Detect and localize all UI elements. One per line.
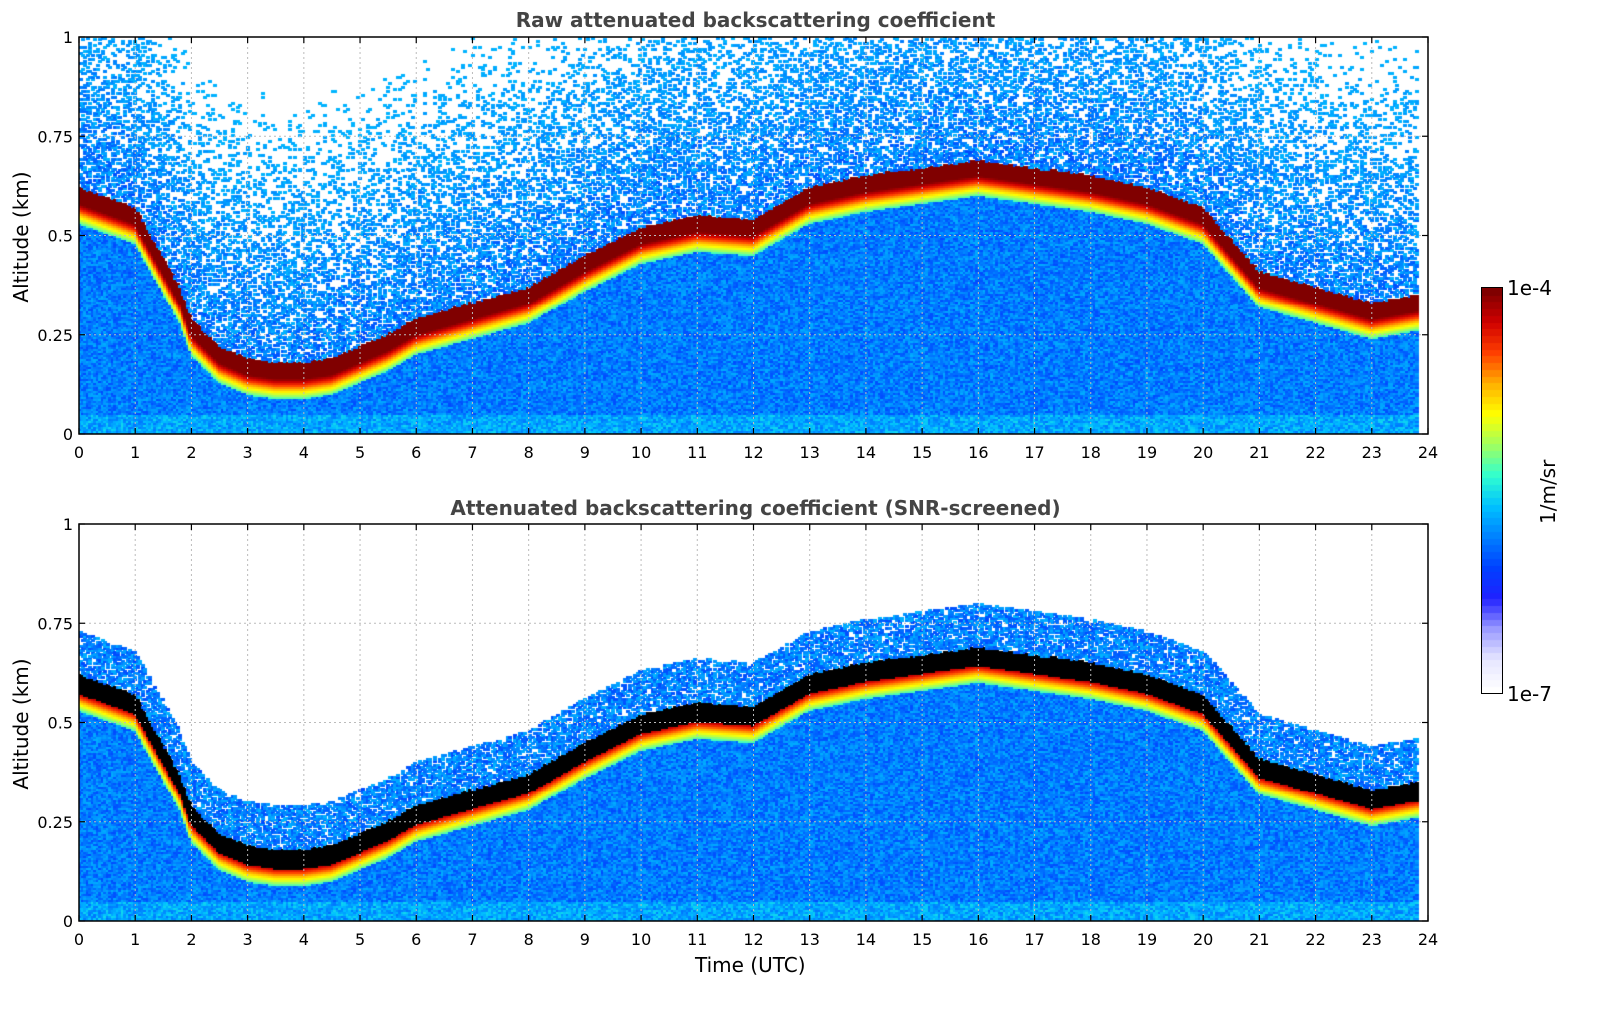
panel2-title: Attenuated backscattering coefficient (S… — [450, 496, 1061, 520]
panel2-x-tick-label: 24 — [1418, 930, 1438, 949]
panel1-x-tick-label: 0 — [74, 443, 84, 462]
panel2-x-tick-label: 16 — [968, 930, 988, 949]
panel1-y-tick-label: 0.75 — [37, 127, 73, 146]
panel2-x-tick-label: 8 — [524, 930, 534, 949]
panel1-x-tick-label: 2 — [186, 443, 196, 462]
panel2-x-tick-label: 4 — [299, 930, 309, 949]
panel2-x-tick-label: 5 — [355, 930, 365, 949]
panel2-x-tick-label: 20 — [1193, 930, 1213, 949]
panel2-x-tick-label: 7 — [467, 930, 477, 949]
panel1-x-tick-label: 19 — [1137, 443, 1157, 462]
panel2-x-tick-label: 18 — [1081, 930, 1101, 949]
panel1-x-tick-label: 1 — [130, 443, 140, 462]
x-axis-label: Time (UTC) — [695, 953, 806, 977]
panel1-x-tick-label: 11 — [687, 443, 707, 462]
colorbar-gradient — [1482, 288, 1502, 693]
panel1-y-tick-label: 0.5 — [48, 227, 73, 246]
panel2-y-tick-label: 0.5 — [48, 714, 73, 733]
panel2-x-tick-label: 17 — [1024, 930, 1044, 949]
panel1-x-tick-label: 4 — [299, 443, 309, 462]
panel1-x-tick-label: 18 — [1081, 443, 1101, 462]
panel2-x-tick-label: 13 — [800, 930, 820, 949]
panel2-x-tick-label: 9 — [580, 930, 590, 949]
panel2-x-tick-label: 6 — [411, 930, 421, 949]
panel1-title: Raw attenuated backscattering coefficien… — [515, 8, 996, 32]
panel1-x-tick-label: 17 — [1024, 443, 1044, 462]
panel1-x-tick-label: 15 — [912, 443, 932, 462]
panel1-heatmap: 0 1 2 3 4 5 6 7 8 9 10 11 12 13 14 15 16 17 18 19 20 21 22 23 24… — [37, 28, 1438, 462]
panel1-y-tick-label: 0 — [63, 425, 73, 444]
panel2-x-tick-label: 1 — [130, 930, 140, 949]
colorbar-min-label: 1e-7 — [1507, 682, 1552, 706]
colorbar — [1481, 287, 1503, 694]
panel1-x-tick-label: 8 — [524, 443, 534, 462]
colorbar-unit-label: 1/m/sr — [1536, 459, 1560, 524]
panel1-y-axis-label: Altitude (km) — [9, 171, 33, 303]
panel2-x-tick-label: 21 — [1249, 930, 1269, 949]
panel1-x-tick-label: 24 — [1418, 443, 1438, 462]
panel2-x-tick-label: 19 — [1137, 930, 1157, 949]
panel2-y-tick-label: 0.25 — [37, 813, 73, 832]
panel1-x-tick-label: 3 — [243, 443, 253, 462]
panel1-x-tick-label: 20 — [1193, 443, 1213, 462]
panel1-x-tick-label: 12 — [743, 443, 763, 462]
panel1-x-tick-label: 21 — [1249, 443, 1269, 462]
panel2-x-tick-label: 14 — [856, 930, 876, 949]
panel1-x-tick-label: 22 — [1305, 443, 1325, 462]
panel1-x-tick-label: 23 — [1362, 443, 1382, 462]
panel1-x-tick-label: 14 — [856, 443, 876, 462]
panel2-x-tick-label: 12 — [743, 930, 763, 949]
colorbar-max-label: 1e-4 — [1507, 276, 1552, 300]
panel2-x-tick-label: 15 — [912, 930, 932, 949]
panel1-x-tick-label: 6 — [411, 443, 421, 462]
panel2-y-tick-label: 0.75 — [37, 614, 73, 633]
panel1-x-tick-label: 16 — [968, 443, 988, 462]
panel2-x-tick-label: 3 — [243, 930, 253, 949]
panel1-x-tick-label: 13 — [800, 443, 820, 462]
panel2-x-tick-label: 22 — [1305, 930, 1325, 949]
panel2-x-tick-label: 10 — [631, 930, 651, 949]
panel2-y-tick-label: 0 — [63, 912, 73, 931]
panel1-x-tick-label: 10 — [631, 443, 651, 462]
panel2-x-tick-label: 0 — [74, 930, 84, 949]
panel2-x-tick-label: 23 — [1362, 930, 1382, 949]
panel1-y-tick-label: 0.25 — [37, 326, 73, 345]
panel1-x-tick-label: 9 — [580, 443, 590, 462]
panel2-y-tick-label: 1 — [63, 515, 73, 534]
panel2-x-tick-label: 11 — [687, 930, 707, 949]
panel1-y-tick-label: 1 — [63, 28, 73, 47]
panel1-x-tick-label: 7 — [467, 443, 477, 462]
panel2-y-axis-label: Altitude (km) — [9, 658, 33, 790]
panel2-heatmap: 0 1 2 3 4 5 6 7 8 9 10 11 12 13 14 15 16 17 18 19 20 21 22 23 24… — [37, 515, 1438, 949]
panel2-x-tick-label: 2 — [186, 930, 196, 949]
panel1-x-tick-label: 5 — [355, 443, 365, 462]
